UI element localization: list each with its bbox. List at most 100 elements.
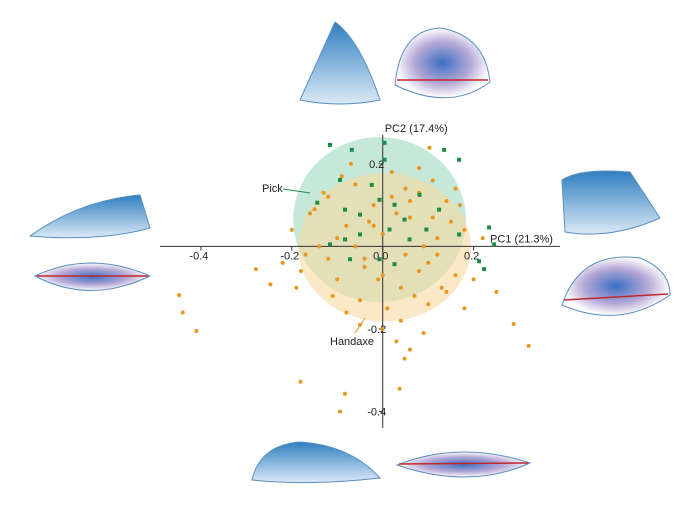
point <box>426 260 431 265</box>
point <box>328 242 332 247</box>
point <box>457 232 462 237</box>
point <box>326 256 331 261</box>
legend-label: Pick <box>262 183 283 195</box>
point <box>344 223 349 228</box>
legend-leader <box>282 188 311 194</box>
point <box>477 259 482 264</box>
point <box>511 322 516 327</box>
y-tick-label: 0.2 <box>369 159 384 171</box>
point <box>371 203 376 208</box>
point <box>421 331 426 336</box>
point <box>385 306 390 311</box>
point <box>430 178 435 183</box>
point <box>362 256 367 261</box>
point <box>444 289 449 294</box>
point <box>338 177 342 182</box>
point <box>492 242 497 247</box>
point <box>421 244 426 249</box>
shape-glyph <box>299 21 381 105</box>
point <box>412 293 417 298</box>
x-axis-label: PC1 (21.3%) <box>490 233 553 245</box>
point <box>377 197 382 202</box>
point <box>358 298 362 303</box>
point <box>180 310 185 315</box>
point <box>177 293 182 298</box>
point <box>343 207 347 212</box>
x-tick-label: -0.4 <box>189 250 208 262</box>
point <box>362 265 367 270</box>
shape-glyph <box>561 170 661 235</box>
point <box>194 329 199 334</box>
point <box>397 386 402 391</box>
point <box>303 252 308 257</box>
point <box>338 409 342 414</box>
shape-glyphs <box>28 21 671 484</box>
point <box>389 194 394 199</box>
point <box>426 302 431 307</box>
point <box>371 223 376 228</box>
point <box>358 212 362 217</box>
point <box>403 252 408 257</box>
point <box>430 215 435 220</box>
point <box>453 186 458 191</box>
point <box>349 147 354 152</box>
point <box>253 267 258 272</box>
point <box>382 157 387 162</box>
point <box>408 215 412 220</box>
point <box>453 273 458 278</box>
point <box>392 202 397 207</box>
point <box>487 225 492 230</box>
point <box>312 207 317 212</box>
shape-glyph <box>395 451 532 478</box>
point <box>417 269 422 274</box>
point <box>317 244 322 249</box>
x-tick-label: 0.0 <box>373 250 388 262</box>
point <box>480 236 485 241</box>
point <box>389 170 394 175</box>
point <box>367 219 372 224</box>
point <box>482 267 487 272</box>
point <box>424 227 429 232</box>
point <box>380 232 385 237</box>
point <box>439 285 444 290</box>
point <box>289 227 294 232</box>
point <box>444 199 449 204</box>
point <box>335 277 340 282</box>
point <box>457 157 462 162</box>
shape-glyph <box>251 441 382 484</box>
point <box>526 343 531 348</box>
point <box>392 262 397 267</box>
point <box>494 289 499 294</box>
point <box>294 285 299 290</box>
y-tick-label: -0.2 <box>367 324 386 336</box>
point <box>462 227 467 232</box>
point <box>427 145 432 150</box>
point <box>462 306 467 311</box>
point <box>417 166 422 171</box>
point <box>448 219 453 224</box>
shape-glyph <box>561 256 671 316</box>
point <box>328 142 332 147</box>
point <box>335 236 340 241</box>
point <box>348 257 352 262</box>
point <box>442 147 447 152</box>
point <box>435 236 440 241</box>
point <box>339 174 344 179</box>
point <box>408 199 412 204</box>
point <box>417 192 422 197</box>
point <box>471 277 476 282</box>
point <box>308 211 312 216</box>
point <box>394 339 399 344</box>
point <box>407 237 412 242</box>
plot-area: -0.4 -0.2 0.0 0.2 -0.4 -0.2 0.2 PC1 (21.3%) PC2 … <box>160 123 560 428</box>
point <box>369 182 374 187</box>
point <box>353 182 358 187</box>
point <box>402 356 407 361</box>
point <box>343 237 347 242</box>
point <box>326 194 331 199</box>
point <box>380 326 385 331</box>
shape-glyph <box>394 27 491 99</box>
shape-glyph <box>28 194 151 239</box>
point <box>458 203 462 208</box>
point <box>268 282 273 287</box>
